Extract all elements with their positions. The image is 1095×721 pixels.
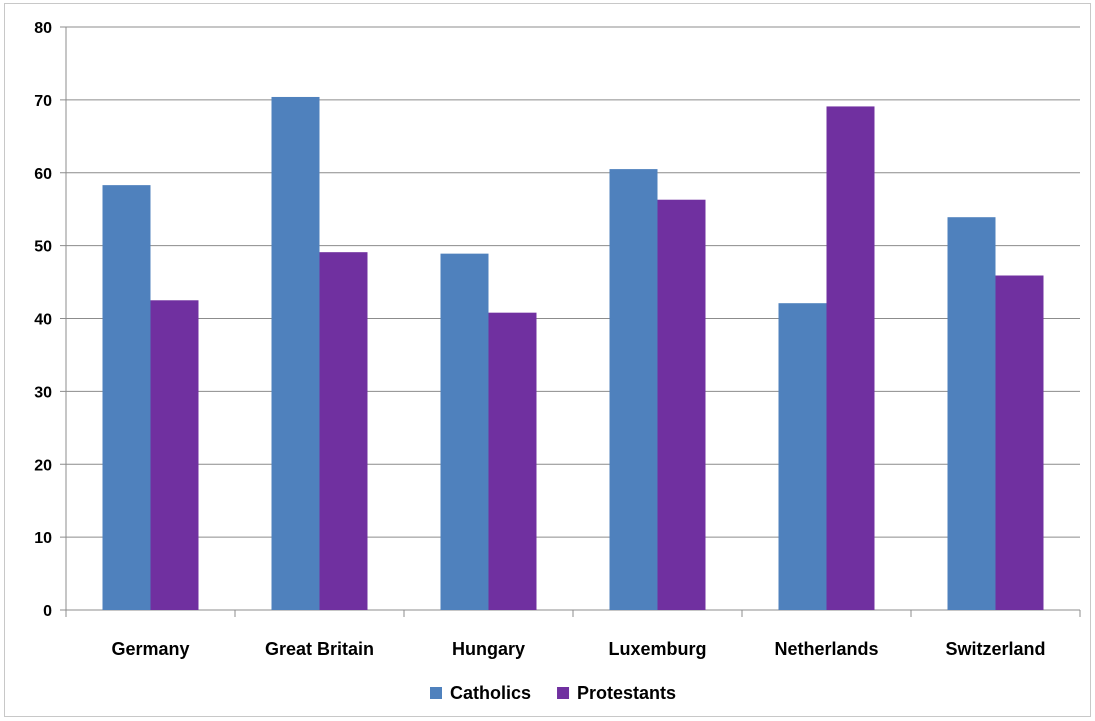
bar-protestants-luxemburg [657, 199, 706, 610]
bar-protestants-netherlands [826, 106, 875, 610]
x-tick-label-hungary: Hungary [452, 639, 525, 659]
legend-swatch-catholics [430, 687, 442, 699]
bar-catholics-switzerland [947, 217, 996, 611]
x-tick-label-great-britain: Great Britain [265, 639, 374, 659]
y-tick-label-70: 70 [34, 93, 52, 110]
legend: Catholics Protestants [430, 683, 676, 703]
y-tick-label-30: 30 [34, 384, 52, 401]
x-tick-label-switzerland: Switzerland [945, 639, 1045, 659]
x-tick-label-luxemburg: Luxemburg [608, 639, 706, 659]
bar-protestants-switzerland [995, 275, 1044, 610]
y-tick-label-40: 40 [34, 312, 52, 329]
bar-catholics-germany [102, 185, 151, 611]
y-tick-label-20: 20 [34, 457, 52, 474]
bar-catholics-netherlands [778, 303, 827, 610]
y-tick-label-50: 50 [34, 239, 52, 256]
bar-protestants-hungary [488, 312, 537, 610]
x-tick-label-netherlands: Netherlands [774, 639, 878, 659]
bar-protestants-great-britain [319, 252, 368, 610]
y-tick-label-60: 60 [34, 166, 52, 183]
y-tick-label-80: 80 [34, 20, 52, 37]
bar-protestants-germany [150, 300, 199, 610]
y-tick-label-10: 10 [34, 530, 52, 547]
axes [60, 26, 1081, 617]
bar-catholics-luxemburg [609, 169, 658, 610]
legend-swatch-protestants [557, 687, 570, 699]
legend-label-catholics: Catholics [450, 683, 531, 703]
bar-catholics-hungary [440, 253, 489, 611]
x-tick-label-germany: Germany [111, 639, 189, 659]
bars [102, 96, 1044, 611]
legend-label-protestants: Protestants [577, 683, 676, 703]
bar-catholics-great-britain [271, 96, 320, 610]
gridlines [66, 26, 1080, 538]
axis-labels: 0 10 20 30 40 50 60 70 80 Germany Great Britain Hun… [34, 20, 1045, 659]
y-tick-label-0: 0 [43, 603, 52, 620]
